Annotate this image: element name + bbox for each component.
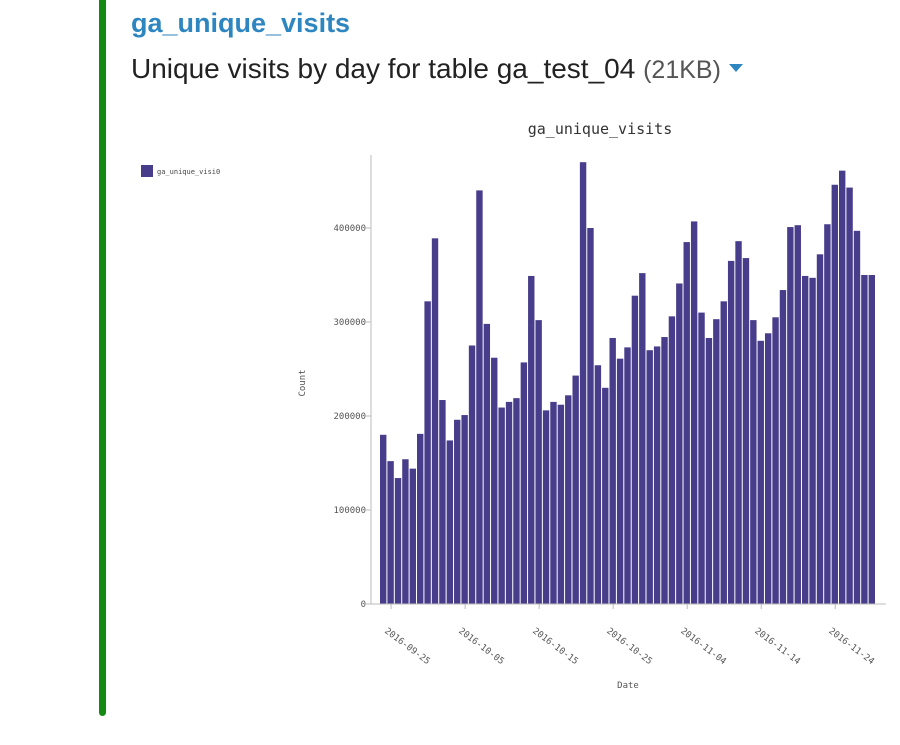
bar bbox=[861, 275, 868, 604]
bar bbox=[668, 316, 676, 604]
bar bbox=[676, 283, 683, 604]
bar bbox=[565, 395, 572, 604]
bar bbox=[454, 419, 461, 604]
bar bbox=[550, 401, 557, 604]
bar bbox=[579, 162, 587, 604]
bar bbox=[616, 358, 624, 604]
bar bbox=[535, 320, 542, 604]
bar bbox=[402, 459, 409, 604]
legend: ga_unique_visi0 bbox=[141, 165, 220, 177]
bar bbox=[846, 187, 853, 604]
bar bbox=[409, 468, 417, 604]
x-tick-label: 2016-10-05 bbox=[456, 626, 505, 667]
bar bbox=[417, 433, 424, 604]
bar bbox=[498, 407, 505, 604]
x-tick-label: 2016-09-25 bbox=[382, 626, 431, 667]
bar bbox=[505, 401, 513, 604]
bar bbox=[727, 260, 735, 604]
bar bbox=[646, 350, 653, 604]
x-tick-label: 2016-10-25 bbox=[604, 626, 653, 667]
bar bbox=[424, 301, 431, 604]
bar bbox=[742, 258, 750, 604]
bar bbox=[831, 184, 838, 604]
x-tick-label: 2016-11-14 bbox=[752, 626, 801, 667]
bar bbox=[772, 317, 779, 604]
bar bbox=[446, 440, 454, 604]
bar bbox=[683, 242, 690, 604]
bar bbox=[779, 290, 787, 604]
bar bbox=[750, 320, 757, 604]
bar bbox=[468, 345, 476, 604]
x-tick-label: 2016-11-24 bbox=[826, 626, 875, 667]
bar bbox=[572, 375, 579, 604]
bar bbox=[735, 241, 742, 604]
caret-down-icon[interactable] bbox=[728, 63, 743, 72]
bar bbox=[520, 362, 528, 604]
bar bbox=[809, 277, 816, 604]
bar bbox=[513, 398, 520, 604]
bar bbox=[476, 190, 483, 604]
y-axis-label: Count bbox=[298, 369, 308, 396]
chart-title: ga_unique_visits bbox=[528, 120, 673, 138]
bar bbox=[794, 225, 801, 604]
bar bbox=[387, 461, 394, 604]
bar bbox=[698, 312, 705, 604]
bar bbox=[705, 337, 713, 604]
x-tick-label: 2016-10-15 bbox=[530, 626, 579, 667]
card-title[interactable]: ga_unique_visits bbox=[131, 8, 351, 38]
bars bbox=[380, 162, 875, 605]
bar bbox=[639, 273, 646, 604]
bar bbox=[838, 170, 846, 604]
bar bbox=[661, 337, 668, 604]
size-note: (21KB) bbox=[643, 56, 721, 84]
bar bbox=[602, 387, 609, 604]
y-tick-label: 100000 bbox=[333, 506, 366, 516]
bar bbox=[394, 478, 402, 604]
bar bbox=[816, 254, 824, 604]
bar bbox=[594, 365, 602, 604]
bar bbox=[757, 340, 764, 604]
bar bbox=[853, 230, 861, 604]
bar bbox=[609, 337, 616, 604]
bar bbox=[624, 347, 631, 604]
accent-bar bbox=[99, 0, 106, 716]
y-tick-label: 400000 bbox=[333, 224, 366, 234]
bar bbox=[431, 238, 439, 604]
subtitle-text: Unique visits by day for table ga_test_0… bbox=[131, 53, 636, 84]
y-tick-label: 0 bbox=[361, 600, 366, 610]
bar bbox=[764, 333, 772, 604]
bar bbox=[868, 275, 875, 604]
legend-swatch bbox=[141, 165, 153, 177]
bar bbox=[801, 275, 809, 604]
bar bbox=[542, 410, 550, 604]
bar bbox=[713, 319, 720, 604]
bar bbox=[557, 404, 565, 604]
x-axis-label: Date bbox=[617, 681, 639, 691]
bar bbox=[720, 301, 727, 604]
bar bbox=[631, 295, 639, 604]
bar bbox=[690, 221, 698, 605]
bar bbox=[787, 227, 794, 604]
bar bbox=[653, 346, 661, 604]
y-tick-label: 200000 bbox=[333, 412, 366, 422]
x-ticks: 2016-09-25 2016-10-05 2016-10-15 2016-10-25… bbox=[382, 604, 876, 667]
bar bbox=[824, 224, 831, 605]
y-tick-label: 300000 bbox=[333, 318, 366, 328]
legend-label: ga_unique_visi0 bbox=[157, 168, 220, 176]
x-tick-label: 2016-11-04 bbox=[678, 626, 727, 667]
bar bbox=[461, 415, 468, 604]
y-ticks: 0 100000 200000 300000 400000 bbox=[333, 224, 371, 610]
bar bbox=[483, 323, 491, 604]
bar bbox=[587, 228, 594, 604]
card-subtitle: Unique visits by day for table ga_test_0… bbox=[131, 52, 743, 87]
bar bbox=[380, 434, 387, 604]
bar bbox=[491, 357, 498, 604]
bar bbox=[528, 275, 535, 604]
bar bbox=[439, 400, 446, 604]
